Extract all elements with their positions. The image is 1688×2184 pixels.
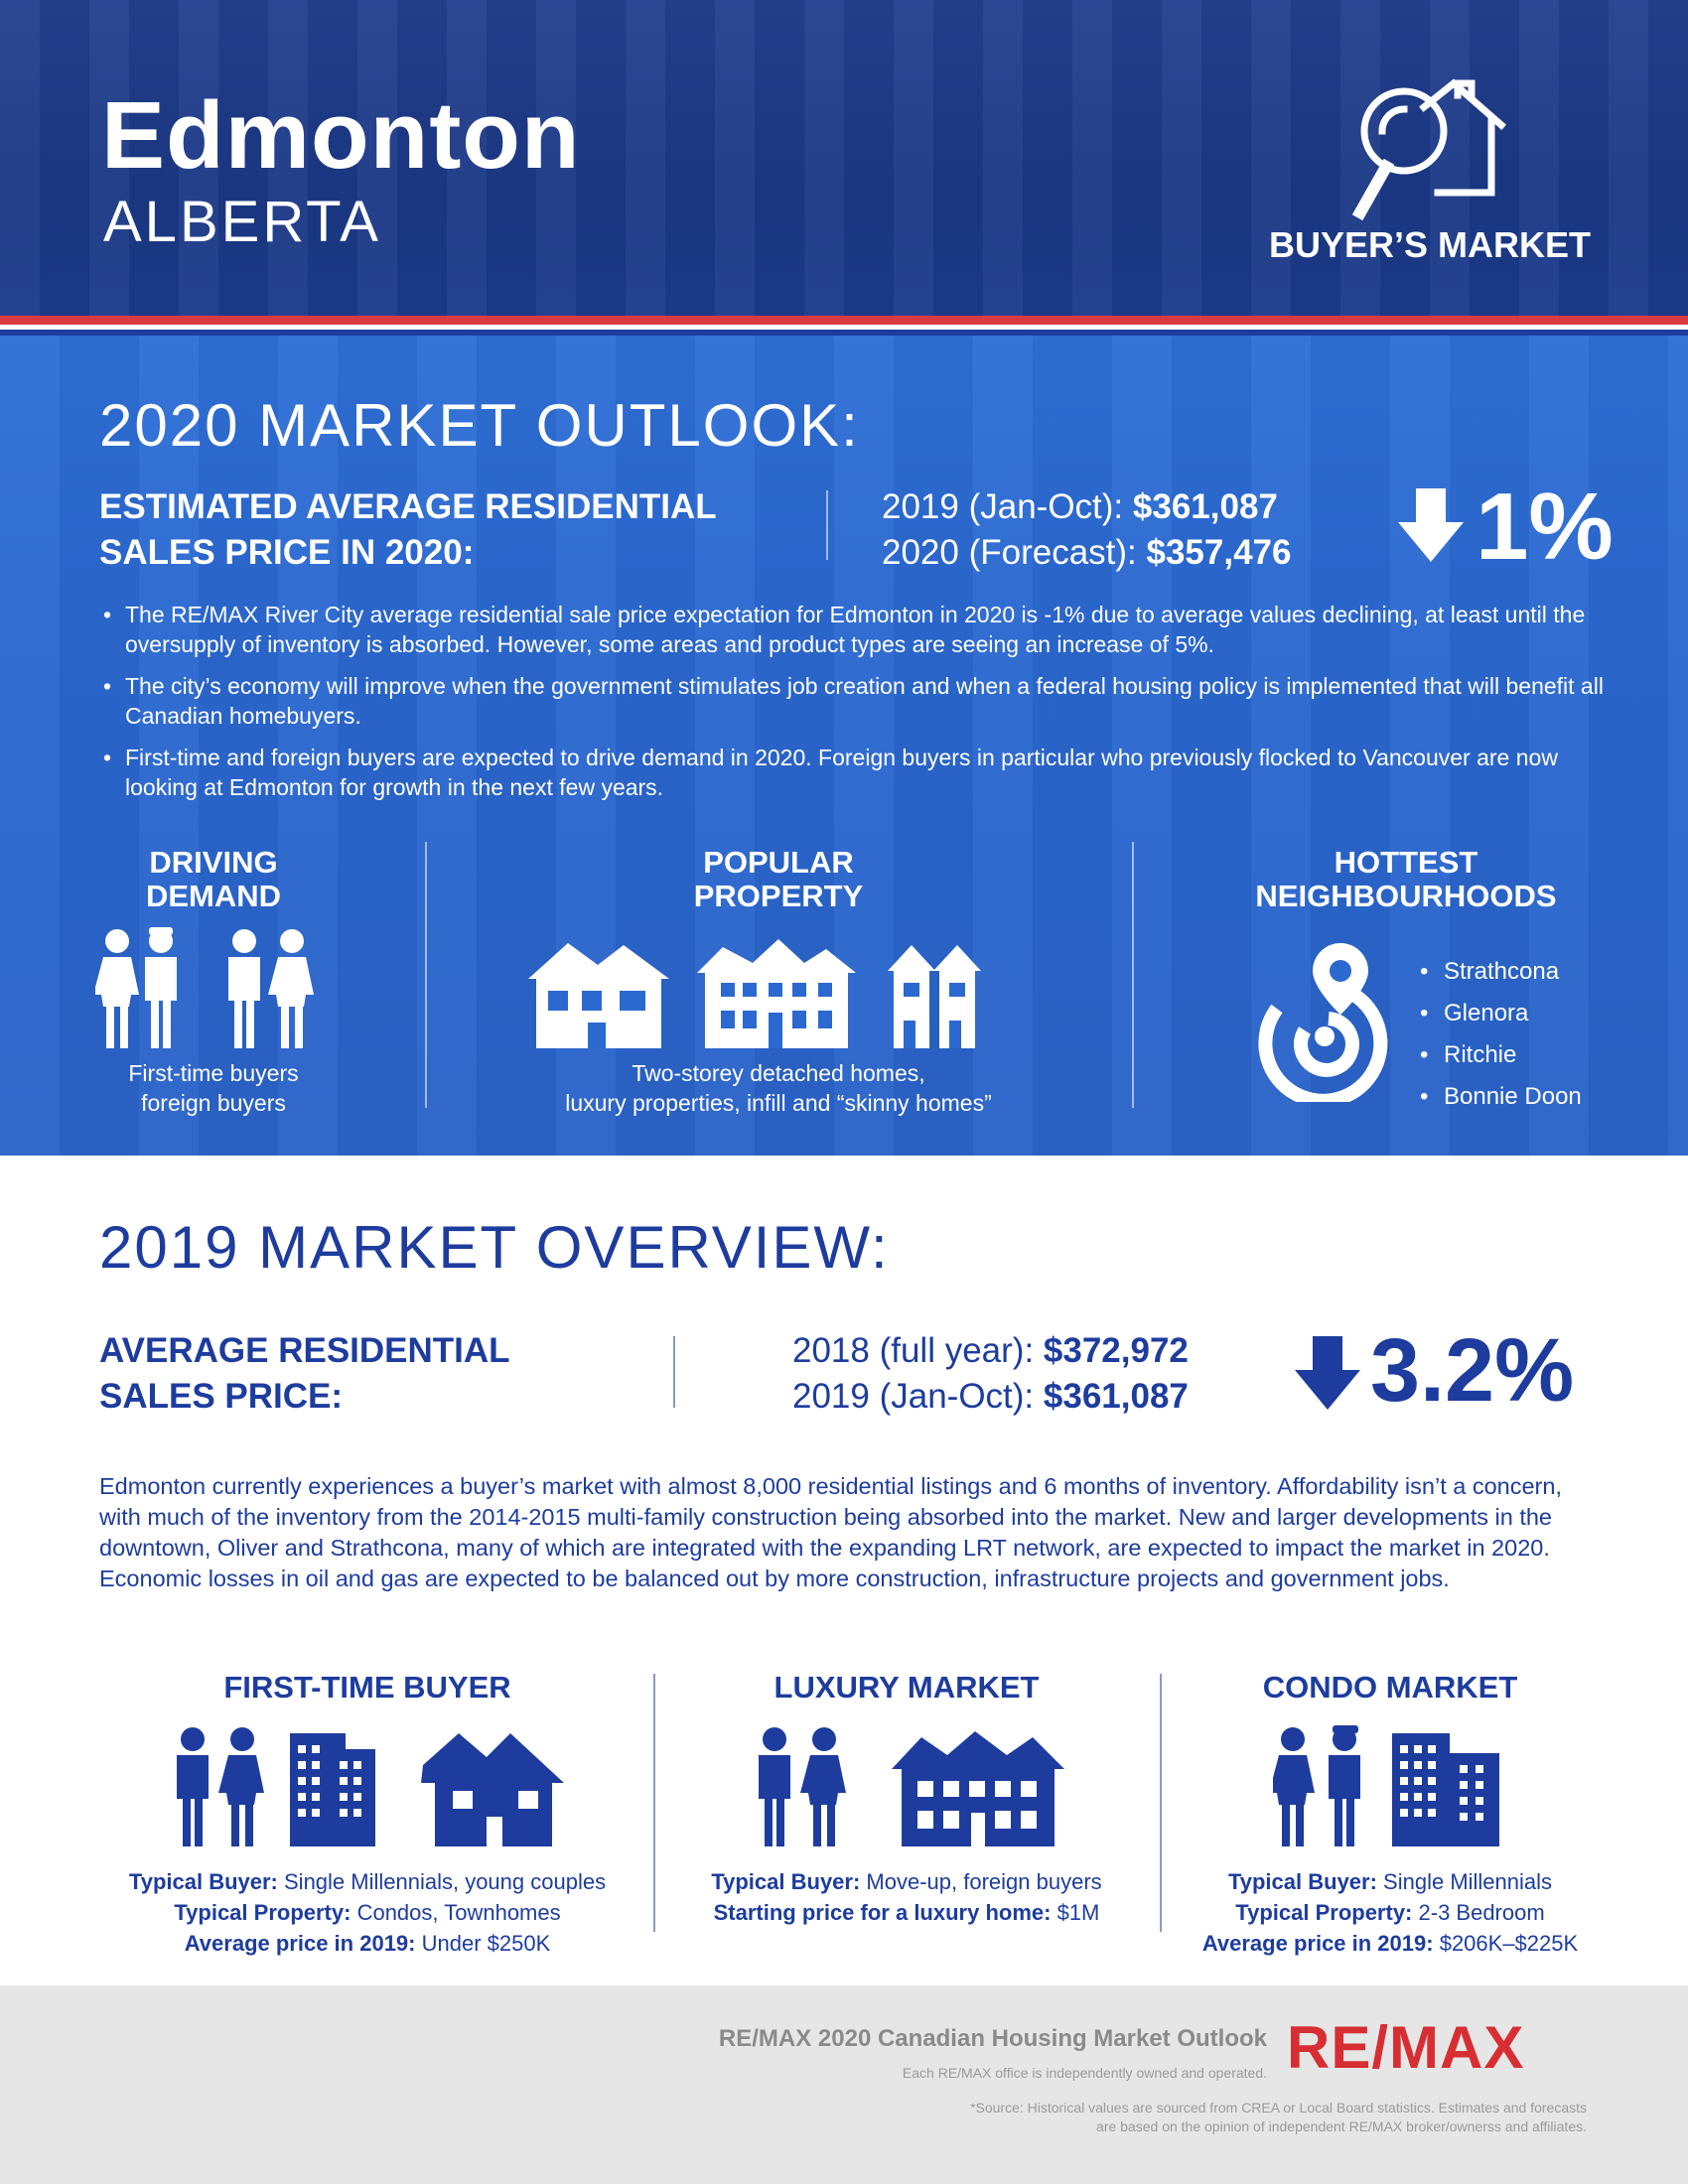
lux-l1-label: Typical Buyer: — [711, 1869, 861, 1894]
bullet-item: The city’s economy will improve when the… — [101, 671, 1611, 731]
location-target-icon — [1258, 943, 1388, 1102]
magnifier-house-icon — [1351, 78, 1506, 221]
popular-property-title-line2: PROPERTY — [693, 879, 864, 913]
driving-demand-title-line2: DEMAND — [145, 879, 282, 913]
outlook-price1-value: $361,087 — [1132, 487, 1278, 526]
luxury-market-title: LUXURY MARKET — [774, 1670, 1040, 1705]
overview-label-line1: AVERAGE RESIDENTIAL — [99, 1331, 510, 1370]
neighbourhood-item: Strathcona — [1418, 951, 1582, 993]
first-time-buyer-title: FIRST-TIME BUYER — [223, 1670, 511, 1705]
divider-navy — [0, 330, 1688, 336]
driving-demand-title: DRIVING DEMAND — [60, 846, 367, 913]
condo-market-title: CONDO MARKET — [1262, 1670, 1518, 1705]
popular-property-caption: Two-storey detached homes, luxury proper… — [496, 1058, 1060, 1118]
condo-l2-label: Typical Property: — [1235, 1900, 1413, 1925]
lux-l2-label: Starting price for a luxury home: — [713, 1900, 1052, 1925]
ftb-l3-value: Under $250K — [415, 1931, 551, 1956]
driving-demand-caption-line1: First-time buyers — [128, 1060, 299, 1086]
people-icon — [95, 927, 314, 1048]
popular-property-title: POPULAR PROPERTY — [580, 846, 977, 913]
condo-market-icon — [1273, 1725, 1499, 1846]
column-divider — [425, 842, 427, 1108]
outlook-bullets: The RE/MAX River City average residentia… — [101, 600, 1611, 814]
down-arrow-icon — [1295, 1336, 1360, 1410]
condo-l1-label: Typical Buyer: — [1227, 1869, 1377, 1894]
outlook-price2-label: 2020 (Forecast): — [882, 533, 1147, 572]
column-divider — [1132, 842, 1134, 1108]
overview-price2-label: 2019 (Jan-Oct): — [792, 1377, 1044, 1416]
footer-subtitle: Each RE/MAX office is independently owne… — [902, 2065, 1267, 2081]
ftb-l1-label: Typical Buyer: — [128, 1869, 278, 1894]
footer-source-line1: *Source: Historical values are sourced f… — [970, 2100, 1587, 2116]
segment-divider — [653, 1674, 655, 1932]
outlook-label-line1: ESTIMATED AVERAGE RESIDENTIAL — [99, 487, 717, 526]
hottest-neighbourhoods-title: HOTTEST NEIGHBOURHOODS — [1227, 846, 1585, 913]
popular-property-title-line1: POPULAR — [703, 845, 854, 880]
outlook-change: 1% — [1476, 474, 1614, 580]
remax-logo: RE/MAX — [1287, 2014, 1525, 2081]
outlook-prices: 2019 (Jan-Oct): $361,087 2020 (Forecast)… — [882, 484, 1291, 576]
condo-l2-value: 2-3 Bedroom — [1412, 1900, 1545, 1925]
overview-label-line2: SALES PRICE: — [99, 1377, 344, 1416]
overview-price-label: AVERAGE RESIDENTIAL SALES PRICE: — [99, 1328, 695, 1420]
overview-change: 3.2% — [1370, 1321, 1575, 1421]
neighbourhood-item: Bonnie Doon — [1418, 1076, 1582, 1118]
popular-property-caption-line2: luxury properties, infill and “skinny ho… — [565, 1090, 992, 1116]
outlook-price1-label: 2019 (Jan-Oct): — [882, 487, 1133, 526]
footer-title: RE/MAX 2020 Canadian Housing Market Outl… — [718, 2025, 1267, 2052]
footer-source-line2: are based on the opinion of independent … — [1096, 2118, 1587, 2134]
hottest-title-line1: HOTTEST — [1334, 845, 1478, 880]
bullet-item: The RE/MAX River City average residentia… — [101, 600, 1611, 659]
ftb-l2-value: Condos, Townhomes — [351, 1900, 561, 1925]
luxury-market-info: Typical Buyer: Move-up, foreign buyers S… — [669, 1866, 1144, 1928]
luxury-market-icon — [759, 1727, 1064, 1846]
overview-price2-value: $361,087 — [1043, 1377, 1189, 1416]
footer — [0, 1985, 1688, 2184]
hottest-title-line2: NEIGHBOURHOODS — [1255, 879, 1557, 913]
ftb-l3-label: Average price in 2019: — [184, 1931, 416, 1956]
popular-property-caption-line1: Two-storey detached homes, — [632, 1060, 925, 1086]
outlook-divider — [826, 490, 828, 560]
overview-price1-value: $372,972 — [1043, 1331, 1189, 1370]
outlook-label-line2: SALES PRICE IN 2020: — [99, 533, 475, 572]
header-banner — [0, 0, 1688, 316]
houses-icon — [528, 939, 981, 1048]
ftb-l1-value: Single Millennials, young couples — [277, 1869, 607, 1894]
first-time-buyer-info: Typical Buyer: Single Millennials, young… — [79, 1866, 655, 1959]
overview-divider — [673, 1336, 675, 1408]
lux-l2-value: $1M — [1051, 1900, 1100, 1925]
bullet-item: First-time and foreign buyers are expect… — [101, 743, 1611, 802]
condo-market-info: Typical Buyer: Single Millennials Typica… — [1172, 1866, 1609, 1959]
down-arrow-icon — [1398, 488, 1464, 562]
neighbourhood-list: Strathcona Glenora Ritchie Bonnie Doon — [1418, 951, 1582, 1118]
outlook-heading: 2020 MARKET OUTLOOK: — [99, 392, 860, 459]
overview-heading: 2019 MARKET OVERVIEW: — [99, 1214, 890, 1281]
divider-white — [0, 325, 1688, 330]
condo-l3-label: Average price in 2019: — [1201, 1931, 1434, 1956]
lux-l1-value: Move-up, foreign buyers — [860, 1869, 1102, 1894]
first-time-buyer-icon — [177, 1727, 564, 1846]
overview-price1-label: 2018 (full year): — [792, 1331, 1044, 1370]
overview-paragraph: Edmonton currently experiences a buyer’s… — [99, 1473, 1562, 1591]
outlook-price-label: ESTIMATED AVERAGE RESIDENTIAL SALES PRIC… — [99, 484, 814, 576]
condo-l1-value: Single Millennials — [1376, 1869, 1553, 1894]
ftb-l2-label: Typical Property: — [174, 1900, 352, 1925]
condo-l3-value: $206K–$225K — [1433, 1931, 1579, 1956]
city-title: Edmonton — [101, 82, 581, 189]
market-type-label: BUYER’S MARKET — [1268, 224, 1592, 265]
footer-source: *Source: Historical values are sourced f… — [594, 2099, 1587, 2136]
outlook-price2-value: $357,476 — [1146, 533, 1292, 572]
overview-prices: 2018 (full year): $372,972 2019 (Jan-Oct… — [792, 1328, 1189, 1420]
neighbourhood-item: Glenora — [1418, 993, 1582, 1034]
driving-demand-title-line1: DRIVING — [149, 845, 278, 880]
driving-demand-caption: First-time buyers foreign buyers — [60, 1058, 367, 1118]
province-title: ALBERTA — [103, 190, 381, 254]
divider-red — [0, 316, 1688, 325]
driving-demand-caption-line2: foreign buyers — [141, 1090, 286, 1116]
segment-divider — [1160, 1674, 1162, 1932]
neighbourhood-item: Ritchie — [1418, 1034, 1582, 1076]
